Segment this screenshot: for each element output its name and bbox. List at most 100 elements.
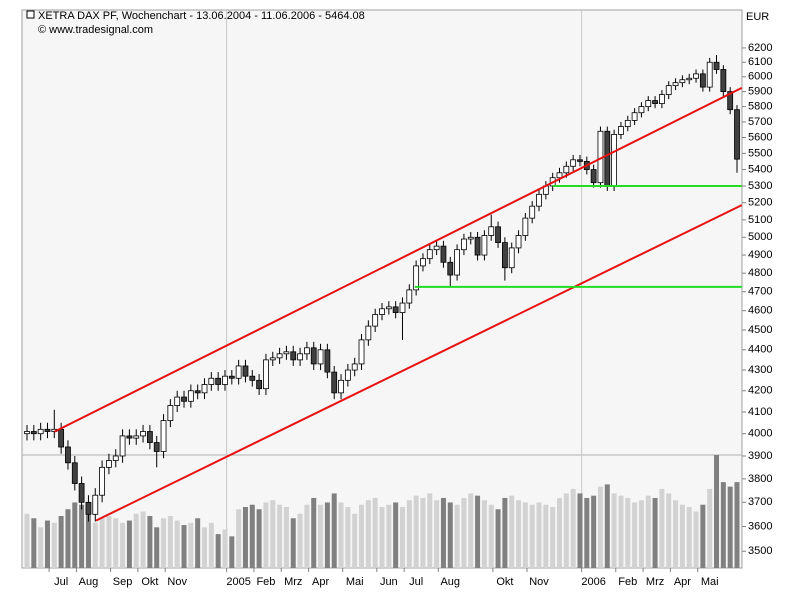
trend-line <box>95 204 743 522</box>
volume-bar <box>488 504 494 568</box>
volume-bar <box>597 486 603 568</box>
volume-bar <box>324 502 330 568</box>
candle-body <box>269 357 276 361</box>
volume-bar <box>79 504 85 568</box>
volume-bar <box>413 495 419 568</box>
candle-body <box>344 369 351 381</box>
volume-bar <box>222 529 228 568</box>
y-tick-label: 4700 <box>748 286 772 298</box>
candle-body <box>78 483 85 503</box>
volume-bar <box>140 511 146 568</box>
volume-bar <box>591 495 597 568</box>
volume-bar <box>277 504 283 568</box>
volume-bar <box>406 500 412 568</box>
candle-body <box>140 431 146 437</box>
candle-body <box>474 236 481 256</box>
x-tick-label: 2006 <box>581 576 605 588</box>
x-tick-label: Okt <box>141 576 158 588</box>
y-tick-label: 4000 <box>748 428 772 440</box>
volume-bar <box>147 516 153 568</box>
candle-body <box>372 314 379 327</box>
candle-body <box>624 120 631 127</box>
candle-body <box>515 235 522 249</box>
candle-body <box>556 172 563 179</box>
volume-bar <box>632 502 638 568</box>
candle-body <box>249 375 256 381</box>
volume-bar <box>638 500 644 568</box>
volume-bar <box>468 493 474 568</box>
volume-bar <box>331 493 337 568</box>
volume-bar <box>126 520 132 568</box>
y-tick-label: 3700 <box>748 496 772 508</box>
volume-bar <box>345 506 351 568</box>
y-tick-label: 6100 <box>748 56 772 68</box>
candle-body <box>235 365 242 379</box>
candle-body <box>563 165 570 174</box>
volume-bar <box>529 504 535 568</box>
volume-bar <box>495 509 501 568</box>
volume-bar <box>461 497 467 568</box>
volume-bar <box>31 518 37 568</box>
volume-bar <box>652 497 658 568</box>
candle-body <box>44 428 51 432</box>
volume-bar <box>481 500 487 568</box>
candle-body <box>631 112 638 121</box>
volume-bar <box>584 497 590 568</box>
volume-bar <box>434 500 440 568</box>
candle-body <box>331 371 338 394</box>
candle-body <box>706 61 713 88</box>
volume-bar <box>283 506 289 568</box>
volume-bar <box>311 497 317 568</box>
candle-body <box>119 435 126 457</box>
volume-bar <box>51 522 57 568</box>
candle-body <box>146 431 153 443</box>
candle-body <box>713 61 720 70</box>
volume-bar <box>693 511 699 568</box>
volume-bar <box>543 504 549 568</box>
candle-body <box>406 289 413 304</box>
candle-body <box>481 235 488 256</box>
candle-body <box>263 359 269 390</box>
volume-bar <box>24 513 30 568</box>
y-tick-label: 4200 <box>748 385 772 397</box>
volume-bar <box>427 493 433 568</box>
volume-bar <box>106 516 112 568</box>
candle-body <box>413 265 420 291</box>
y-tick-label: 5900 <box>748 85 772 97</box>
volume-bar <box>181 525 187 568</box>
volume-bar <box>557 497 562 568</box>
x-tick-label: Jul <box>409 576 423 588</box>
candle-body <box>420 258 426 267</box>
candle-body <box>133 435 140 439</box>
candle-body <box>379 308 385 315</box>
x-tick-label: Mai <box>346 576 364 588</box>
candle-body <box>30 431 37 435</box>
x-tick-label: Mrz <box>646 576 664 588</box>
candle-body <box>645 100 652 108</box>
volume-bar <box>399 506 405 568</box>
candle-body <box>385 306 392 310</box>
y-tick-label: 4900 <box>748 249 772 261</box>
candle-body <box>242 365 249 377</box>
x-tick-label: Apr <box>312 576 329 588</box>
candle-body <box>577 159 583 162</box>
candle-body <box>570 159 577 167</box>
volume-bar <box>536 502 542 568</box>
volume-bar <box>727 486 733 568</box>
candle-body <box>338 379 344 394</box>
volume-bar <box>577 493 583 568</box>
y-tick-label: 5400 <box>748 163 772 175</box>
volume-bar <box>440 497 446 568</box>
candle-body <box>461 238 467 251</box>
candle-body <box>440 245 447 263</box>
volume-bar <box>120 522 126 568</box>
candle-body <box>310 347 317 365</box>
volume-bar <box>154 527 160 568</box>
volume-bar <box>256 509 262 568</box>
volume-bar <box>338 502 344 568</box>
volume-bar <box>133 513 139 568</box>
candle-body <box>686 77 693 81</box>
y-tick-label: 4500 <box>748 324 772 336</box>
